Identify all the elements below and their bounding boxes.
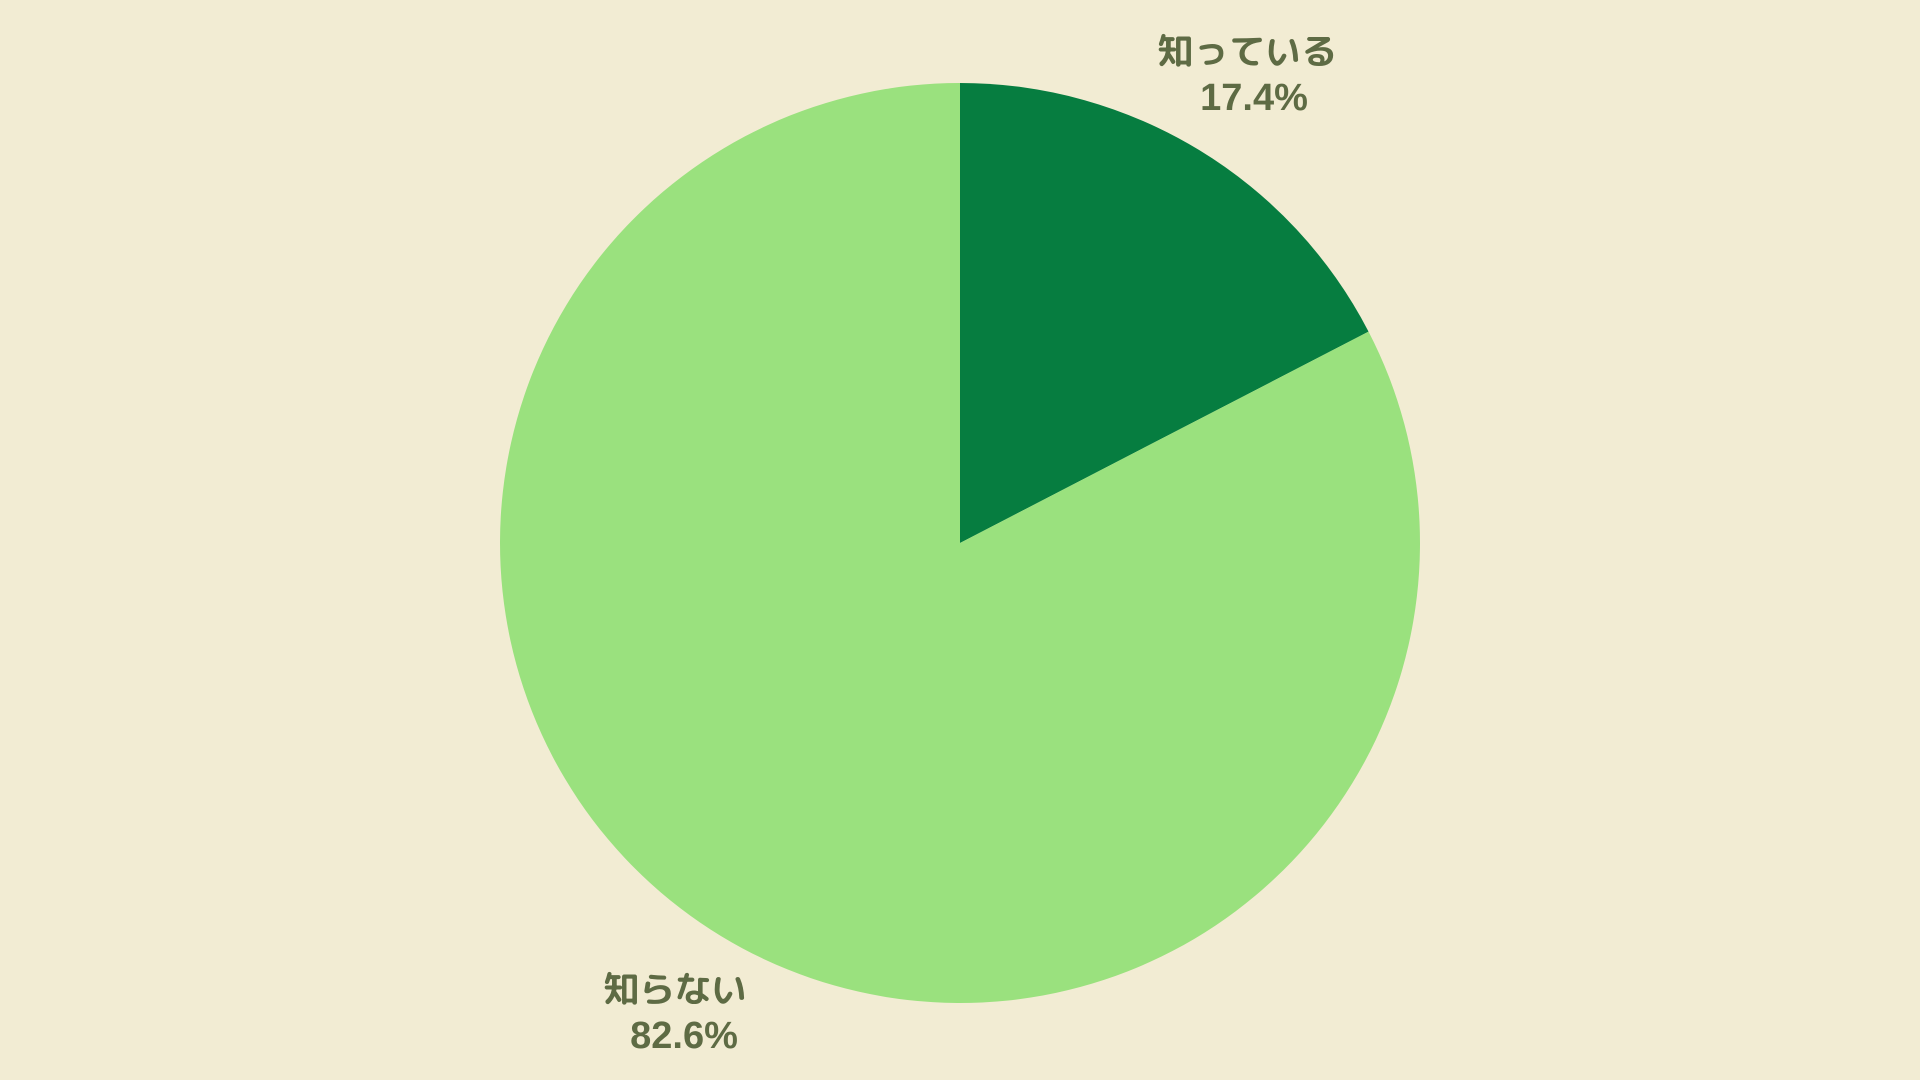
svg-text:知らない: 知らない (603, 969, 747, 1010)
svg-text:知っている: 知っている (1157, 31, 1337, 72)
svg-text:17.4%: 17.4% (1200, 77, 1308, 119)
svg-text:82.6%: 82.6% (630, 1015, 738, 1057)
